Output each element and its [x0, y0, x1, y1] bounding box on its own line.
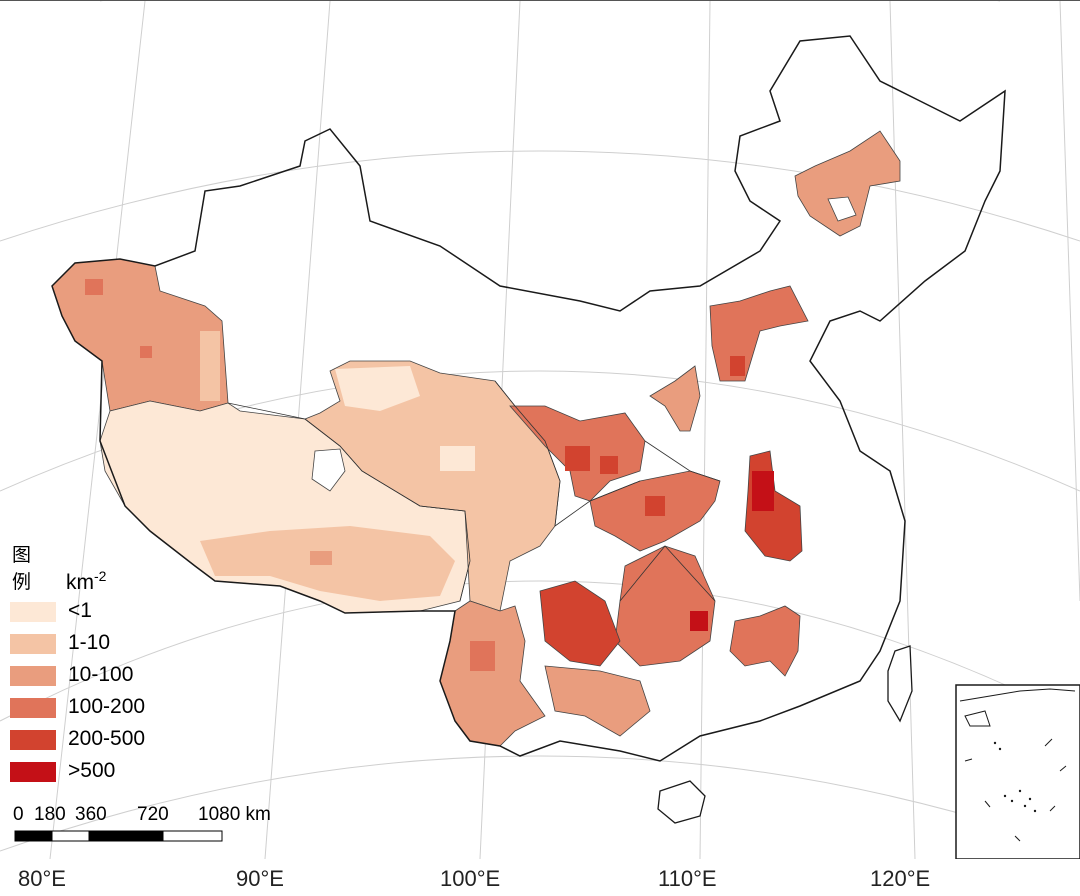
legend-unit: km-2	[66, 568, 106, 595]
region-yunnan	[439, 600, 546, 747]
region-qinghai-lake	[311, 448, 346, 492]
province-lines	[227, 380, 721, 602]
region-shanxi-cell	[730, 356, 745, 376]
region-hunan-cell	[690, 611, 708, 631]
legend-label: >500	[68, 759, 116, 782]
legend-title: 图例	[12, 544, 32, 593]
region-hunan	[614, 545, 716, 667]
scale-label: 720	[137, 804, 169, 825]
hainan-island	[657, 780, 706, 824]
density-regions	[51, 130, 901, 747]
region-qinghai-light-cell	[440, 446, 475, 471]
china-border	[51, 35, 1006, 762]
scale-label: 1080 km	[198, 804, 271, 825]
region-shanxi	[709, 285, 809, 382]
region-inner-mongolia-ne	[794, 130, 901, 237]
taiwan-island	[887, 645, 913, 723]
region-guangxi	[544, 665, 651, 737]
legend-label: 10-100	[68, 663, 134, 686]
region-hubei-cell	[645, 496, 665, 516]
region-gansu-cell	[600, 456, 618, 474]
longitude-label: 120°E	[870, 866, 931, 891]
region-anhui-cell	[752, 471, 774, 511]
longitude-label: 100°E	[440, 866, 501, 891]
legend-swatch	[10, 762, 56, 782]
region-ningxia	[649, 365, 701, 432]
legend-swatch	[10, 698, 56, 718]
map-frame	[0, 0, 1080, 859]
region-xinjiang-cell	[85, 279, 103, 295]
legend-label: 100-200	[68, 695, 146, 718]
longitude-label: 80°E	[18, 866, 66, 891]
legend-swatch	[10, 634, 56, 654]
region-xinjiang-cell	[200, 331, 220, 401]
legend-unit-exponent: -2	[94, 568, 107, 584]
longitude-label: 110°E	[658, 866, 717, 891]
legend-unit-base: km	[66, 571, 94, 594]
legend-label: <1	[68, 599, 92, 622]
scale-label: 0	[13, 804, 24, 825]
legend-swatch	[10, 666, 56, 686]
region-qinghai-light	[335, 366, 420, 411]
inset-south-china-sea	[955, 684, 1080, 859]
region-tibet-cell	[310, 551, 332, 565]
map-canvas	[0, 1, 1080, 859]
scale-label: 360	[75, 804, 107, 825]
region-yunnan-cell	[470, 641, 495, 671]
region-gansu-cell	[565, 446, 590, 471]
region-inner-mongolia-hole	[827, 196, 857, 222]
scale-bar	[14, 830, 223, 842]
region-jiangxi	[729, 605, 801, 677]
legend-swatch	[10, 602, 56, 622]
legend-label: 1-10	[68, 631, 111, 654]
scale-label: 180	[34, 804, 66, 825]
region-xinjiang-cell	[140, 346, 152, 358]
longitude-label: 90°E	[236, 866, 284, 891]
region-guizhou	[539, 580, 621, 667]
legend-swatch	[10, 730, 56, 750]
legend-label: 200-500	[68, 727, 146, 750]
